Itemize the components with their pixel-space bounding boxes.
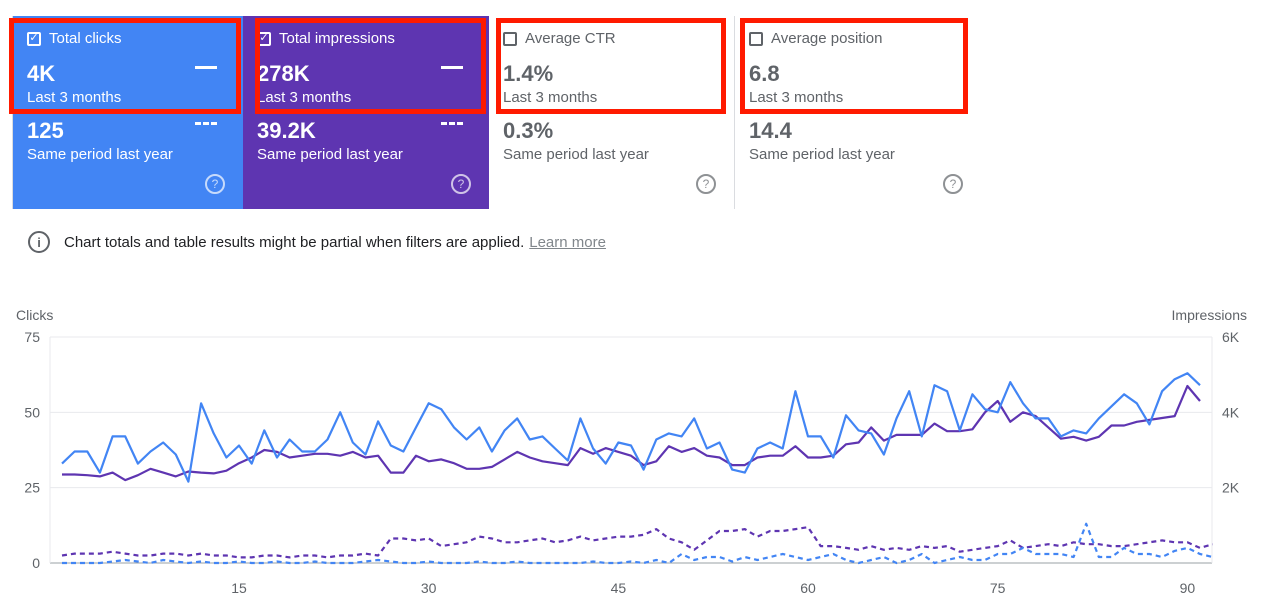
card-compare-value: 125 <box>27 118 64 143</box>
highlight-box-clicks <box>9 18 241 114</box>
average-ctr-header[interactable]: Average CTR <box>503 30 616 47</box>
checkbox-checked-icon[interactable]: ✓ <box>27 31 41 46</box>
card-period: Last 3 months <box>749 89 844 106</box>
y-right-tick-label: 2K <box>1222 480 1240 496</box>
y-left-tick-label: 75 <box>24 329 40 345</box>
info-icon: i <box>28 231 50 253</box>
y-left-tick-label: 25 <box>24 480 40 496</box>
clicks-same-period-last-year-series-line <box>62 522 1213 565</box>
card-value: 4K <box>27 61 56 86</box>
y-right-tick-label: 4K <box>1222 404 1240 420</box>
highlight-box-impressions <box>255 18 486 114</box>
checkbox-unchecked-icon[interactable] <box>749 31 763 46</box>
y-right-tick-label: 6K <box>1222 329 1240 345</box>
help-icon[interactable]: ? <box>451 174 471 194</box>
card-period: Last 3 months <box>27 89 122 106</box>
card-value: 1.4% <box>503 61 554 86</box>
x-tick-label: 30 <box>421 580 437 596</box>
learn-more-link[interactable]: Learn more <box>529 233 606 251</box>
card-value: 278K <box>257 61 310 86</box>
average-position-header[interactable]: Average position <box>749 30 882 47</box>
dashed-line-legend-icon <box>195 122 217 125</box>
card-value: 6.8 <box>749 61 780 86</box>
y-left-tick-label: 50 <box>24 404 40 420</box>
card-title: Total clicks <box>49 30 122 47</box>
card-compare-value: 14.4 <box>749 118 792 143</box>
card-compare-period: Same period last year <box>749 146 895 163</box>
total-impressions-series-line <box>62 384 1201 482</box>
card-compare-value: 0.3% <box>503 118 554 143</box>
card-compare-period: Same period last year <box>503 146 649 163</box>
notice-text: Chart totals and table results might be … <box>64 233 525 251</box>
y-right-axis-title: Impressions <box>1172 307 1247 323</box>
y-left-axis-title: Clicks <box>16 307 53 323</box>
performance-chart: 0 25 2K 50 4K 75 6K Clicks Impressions 15 30 45 60 75… <box>16 307 1247 596</box>
card-title: Average CTR <box>525 30 616 47</box>
card-compare-value: 39.2K <box>257 118 316 143</box>
dashed-line-legend-icon <box>441 122 463 125</box>
card-period: Last 3 months <box>257 89 352 106</box>
x-tick-label: 60 <box>800 580 816 596</box>
help-icon[interactable]: ? <box>696 174 716 194</box>
card-compare-period: Same period last year <box>257 146 403 163</box>
help-icon[interactable]: ? <box>943 174 963 194</box>
card-title: Average position <box>771 30 883 47</box>
total-clicks-series-line <box>61 372 1201 483</box>
impressions-same-period-last-year-series-line <box>61 526 1213 559</box>
x-tick-label: 15 <box>231 580 247 596</box>
card-compare-period: Same period last year <box>27 146 173 163</box>
checkbox-unchecked-icon[interactable] <box>503 31 517 46</box>
x-tick-label: 45 <box>611 580 627 596</box>
x-tick-label: 90 <box>1180 580 1196 596</box>
help-icon[interactable]: ? <box>205 174 225 194</box>
highlight-box-ctr <box>496 18 726 114</box>
solid-line-legend-icon <box>441 66 463 69</box>
partial-results-notice: i Chart totals and table results might b… <box>28 231 606 253</box>
x-tick-label: 75 <box>990 580 1006 596</box>
solid-line-legend-icon <box>195 66 217 69</box>
y-left-tick-label: 0 <box>32 555 40 571</box>
card-period: Last 3 months <box>503 89 598 106</box>
highlight-box-position <box>740 18 968 114</box>
card-title: Total impressions <box>279 30 395 47</box>
total-clicks-header[interactable]: ✓ Total clicks <box>27 30 122 47</box>
